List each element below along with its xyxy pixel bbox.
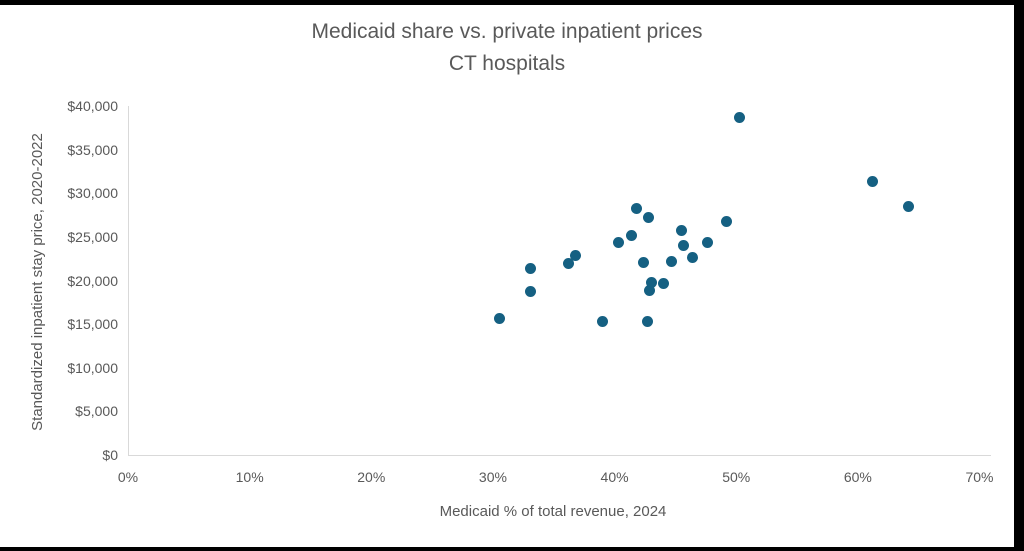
x-tick-label: 10% xyxy=(235,469,264,485)
data-point xyxy=(734,112,746,124)
data-point xyxy=(866,175,878,187)
data-point xyxy=(525,263,537,275)
x-tick-label: 70% xyxy=(965,469,994,485)
chart-title: Medicaid share vs. private inpatient pri… xyxy=(0,16,1014,80)
y-tick-label: $15,000 xyxy=(67,316,118,333)
data-point xyxy=(638,257,650,269)
x-tick-label: 30% xyxy=(478,469,507,485)
data-point xyxy=(626,229,638,241)
data-point xyxy=(612,236,624,248)
y-tick-label: $25,000 xyxy=(67,228,118,245)
x-tick-label: 0% xyxy=(117,469,139,485)
data-point xyxy=(525,286,537,298)
y-tick-label: $5,000 xyxy=(75,403,118,420)
y-tick-label: $10,000 xyxy=(67,359,118,376)
x-tick-label: 20% xyxy=(357,469,386,485)
data-point xyxy=(678,239,690,251)
data-point xyxy=(643,211,655,223)
data-point xyxy=(562,258,574,270)
x-tick-label: 50% xyxy=(722,469,751,485)
plot-area xyxy=(128,106,991,456)
data-point xyxy=(596,315,608,327)
chart-title-line2: CT hospitals xyxy=(448,52,566,75)
y-tick-label: $35,000 xyxy=(67,141,118,158)
chart-title-line1: Medicaid share vs. private inpatient pri… xyxy=(311,20,703,43)
data-point xyxy=(686,251,698,263)
x-tick-label: 40% xyxy=(600,469,629,485)
data-point xyxy=(675,225,687,237)
data-point xyxy=(641,316,653,328)
x-tick-label: 60% xyxy=(843,469,872,485)
y-tick-label: $40,000 xyxy=(67,98,118,114)
x-axis-title: Medicaid % of total revenue, 2024 xyxy=(439,503,667,520)
data-point xyxy=(630,203,642,215)
data-point xyxy=(645,277,657,289)
data-point xyxy=(720,215,732,227)
data-point xyxy=(570,249,582,261)
y-tick-label: $30,000 xyxy=(67,185,118,202)
data-point xyxy=(644,284,656,296)
data-point xyxy=(903,200,915,212)
data-point xyxy=(657,278,669,290)
data-point xyxy=(666,255,678,267)
data-point xyxy=(701,236,713,248)
y-tick-label: $0 xyxy=(102,447,118,463)
data-point xyxy=(493,312,505,324)
y-tick-label: $20,000 xyxy=(67,272,118,289)
chart-canvas: Medicaid share vs. private inpatient pri… xyxy=(0,5,1014,547)
